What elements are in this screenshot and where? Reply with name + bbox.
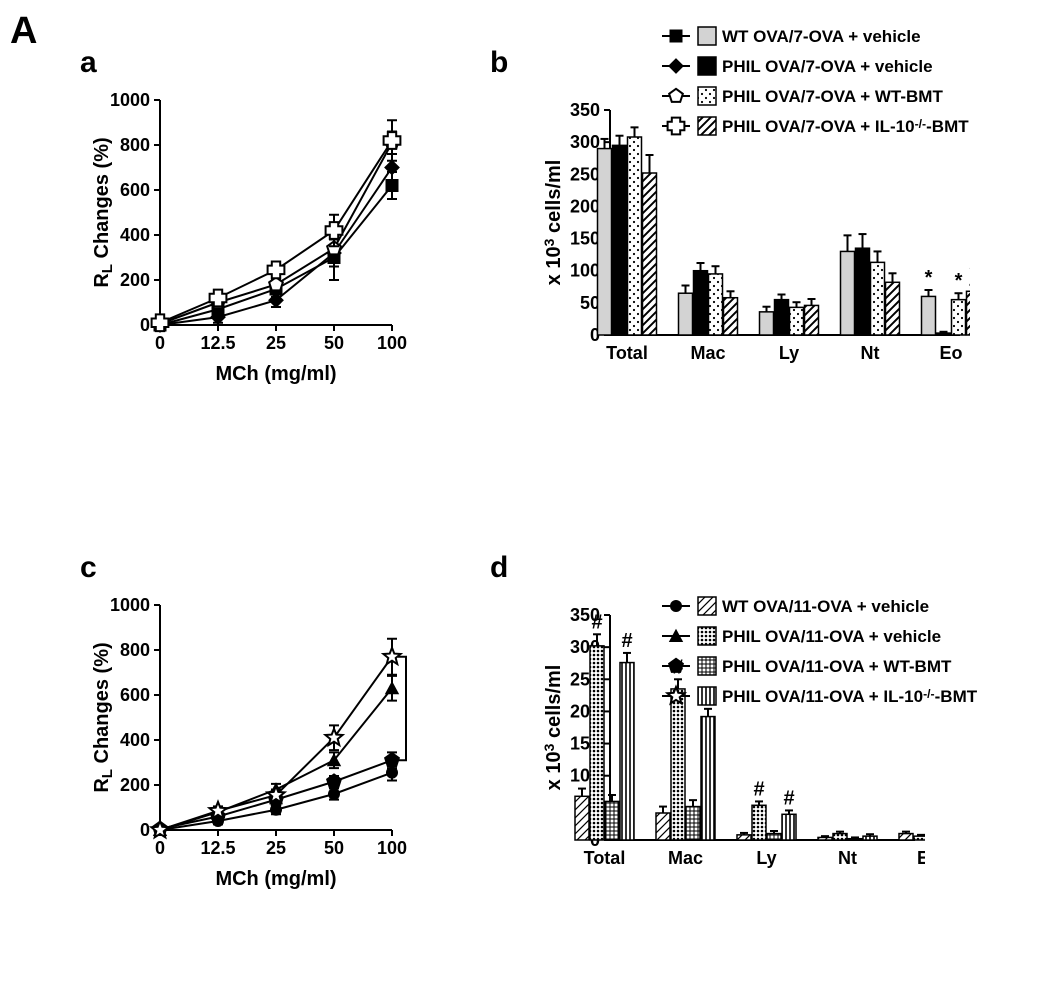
svg-text:*: * xyxy=(925,267,933,289)
svg-text:100: 100 xyxy=(377,333,407,353)
svg-text:50: 50 xyxy=(324,838,344,858)
svg-text:PHIL OVA/11-OVA + IL-10-/--BMT: PHIL OVA/11-OVA + IL-10-/--BMT xyxy=(722,687,978,706)
line-chart-a: 0 200 400 600 800 1000 0 12.5 25 50 100 MCh (mg/ml)… xyxy=(90,80,410,390)
svg-text:PHIL OVA/11-OVA + vehicle: PHIL OVA/11-OVA + vehicle xyxy=(722,627,941,646)
svg-text:800: 800 xyxy=(120,640,150,660)
svg-text:Mac: Mac xyxy=(668,848,703,868)
svg-text:1000: 1000 xyxy=(110,595,150,615)
svg-text:Mac: Mac xyxy=(690,343,725,363)
subpanel-label-d: d xyxy=(490,551,508,585)
subpanel-label-c: c xyxy=(80,551,97,585)
svg-text:WT OVA/7-OVA + vehicle: WT OVA/7-OVA + vehicle xyxy=(722,27,921,46)
svg-text:250: 250 xyxy=(570,164,600,184)
svg-text:12.5: 12.5 xyxy=(200,333,235,353)
svg-text:Eo: Eo xyxy=(939,343,962,363)
svg-text:Total: Total xyxy=(584,848,626,868)
subpanel-label-a: a xyxy=(80,46,97,80)
svg-text:Ly: Ly xyxy=(779,343,799,363)
svg-text:Ly: Ly xyxy=(756,848,776,868)
svg-text:350: 350 xyxy=(570,100,600,120)
svg-text:#: # xyxy=(591,611,602,633)
svg-text:100: 100 xyxy=(570,261,600,281)
svg-text:25: 25 xyxy=(266,838,286,858)
line-chart-c: 0 200 400 600 800 1000 0 12.5 25 50 100 MCh (mg/ml)… xyxy=(90,585,410,895)
subpanel-label-b: b xyxy=(490,46,508,80)
svg-text:#: # xyxy=(783,787,794,809)
svg-text:*: * xyxy=(955,270,963,292)
svg-text:#: # xyxy=(753,778,764,800)
svg-text:300: 300 xyxy=(570,132,600,152)
svg-text:x 103 cells/ml: x 103 cells/ml xyxy=(541,665,565,791)
svg-text:Nt: Nt xyxy=(861,343,880,363)
svg-text:Total: Total xyxy=(606,343,648,363)
svg-text:0: 0 xyxy=(155,838,165,858)
svg-text:Eo: Eo xyxy=(917,848,925,868)
svg-text:RL Changes (%): RL Changes (%) xyxy=(91,642,116,792)
svg-text:1000: 1000 xyxy=(110,90,150,110)
svg-text:PHIL OVA/11-OVA + WT-BMT: PHIL OVA/11-OVA + WT-BMT xyxy=(722,657,952,676)
svg-text:PHIL OVA/7-OVA + IL-10-/--BMT: PHIL OVA/7-OVA + IL-10-/--BMT xyxy=(722,117,969,136)
svg-text:25: 25 xyxy=(266,333,286,353)
svg-text:0: 0 xyxy=(155,333,165,353)
svg-text:150: 150 xyxy=(570,229,600,249)
svg-text:MCh (mg/ml): MCh (mg/ml) xyxy=(215,868,336,890)
panel-label-A: A xyxy=(10,10,37,53)
svg-text:0: 0 xyxy=(140,315,150,335)
svg-text:50: 50 xyxy=(324,333,344,353)
svg-text:800: 800 xyxy=(120,135,150,155)
svg-text:0: 0 xyxy=(140,820,150,840)
svg-text:PHIL OVA/7-OVA + WT-BMT: PHIL OVA/7-OVA + WT-BMT xyxy=(722,87,943,106)
legend-d: WT OVA/11-OVA + vehicle PHIL OVA/11-OVA +… xyxy=(660,590,1050,720)
svg-text:400: 400 xyxy=(120,730,150,750)
svg-text:x 103 cells/ml: x 103 cells/ml xyxy=(541,160,565,286)
svg-text:200: 200 xyxy=(120,775,150,795)
svg-text:200: 200 xyxy=(120,270,150,290)
svg-text:#: # xyxy=(621,630,632,652)
svg-text:200: 200 xyxy=(570,196,600,216)
svg-text:100: 100 xyxy=(377,838,407,858)
svg-text:MCh (mg/ml): MCh (mg/ml) xyxy=(215,363,336,385)
legend-b: WT OVA/7-OVA + vehicle PHIL OVA/7-OVA + v… xyxy=(660,20,1050,150)
svg-text:PHIL OVA/7-OVA + vehicle: PHIL OVA/7-OVA + vehicle xyxy=(722,57,933,76)
svg-text:400: 400 xyxy=(120,225,150,245)
svg-text:600: 600 xyxy=(120,685,150,705)
svg-text:Nt: Nt xyxy=(838,848,857,868)
svg-text:RL Changes (%): RL Changes (%) xyxy=(91,137,116,287)
svg-text:600: 600 xyxy=(120,180,150,200)
svg-text:12.5: 12.5 xyxy=(200,838,235,858)
svg-text:WT OVA/11-OVA + vehicle: WT OVA/11-OVA + vehicle xyxy=(722,597,929,616)
